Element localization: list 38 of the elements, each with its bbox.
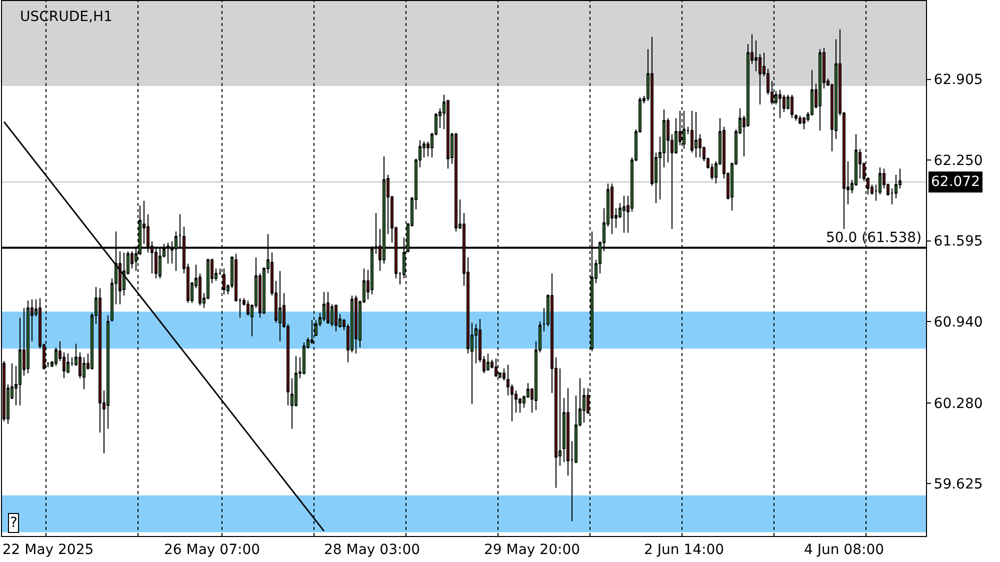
- y-tick-label: 59.625: [934, 476, 983, 493]
- x-tick-label: 2 Jun 14:00: [644, 542, 724, 558]
- candlestick: [82, 356, 86, 390]
- y-tick-label: 62.905: [934, 72, 983, 88]
- candlestick: [690, 110, 694, 154]
- ref-line-label: 50.0 (61.538): [826, 230, 922, 246]
- candlestick: [302, 342, 306, 376]
- candlestick: [454, 132, 458, 232]
- x-tick-label: 28 May 03:00: [324, 542, 420, 558]
- candlestick: [778, 89, 782, 119]
- candlestick: [818, 48, 822, 131]
- y-tick-label: 61.595: [934, 234, 983, 250]
- x-tick-label: 26 May 07:00: [164, 542, 260, 558]
- x-tick-label: 29 May 20:00: [484, 542, 580, 558]
- candlestick: [610, 182, 614, 234]
- candlestick: [694, 111, 698, 158]
- annotation: ?: [10, 515, 18, 531]
- candlestick: [354, 295, 358, 354]
- y-tick-label: 62.250: [934, 152, 983, 169]
- candlestick: [334, 304, 338, 332]
- candlestick: [794, 114, 798, 122]
- candlestick: [486, 353, 490, 372]
- candlestick: [502, 368, 506, 382]
- x-tick-label: 4 Jun 08:00: [804, 542, 884, 558]
- candlestick: [798, 115, 802, 125]
- candlestick: [26, 300, 30, 374]
- candlestick: [802, 116, 806, 130]
- candlestick: [326, 291, 330, 324]
- candlestick: [66, 353, 70, 374]
- y-tick-label: 60.940: [934, 314, 983, 330]
- y-tick-label: 60.280: [934, 396, 983, 412]
- ref-line-label: 62.072: [931, 174, 980, 190]
- text: USCRUDE,H1: [20, 8, 112, 25]
- candlestick: [278, 270, 282, 342]
- candlestick: [622, 195, 626, 234]
- x-tick-label: 22 May 2025: [2, 542, 94, 558]
- candlestick: [790, 94, 794, 119]
- candlestick: [322, 291, 326, 322]
